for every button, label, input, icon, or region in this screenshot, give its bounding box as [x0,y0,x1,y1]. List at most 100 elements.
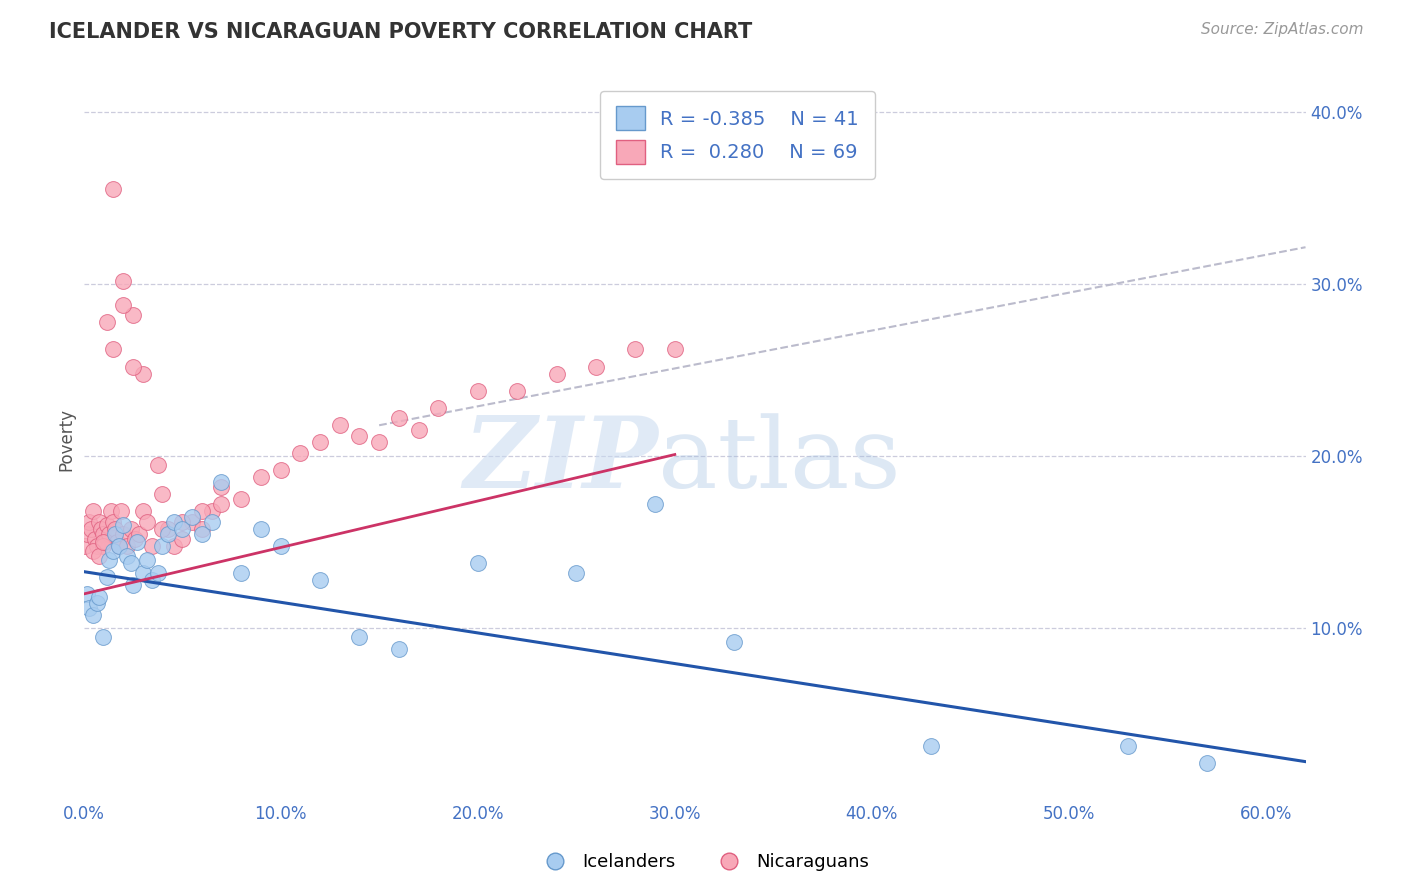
Legend: Icelanders, Nicaraguans: Icelanders, Nicaraguans [530,847,876,879]
Point [121,359,143,374]
Point [467,556,489,570]
Point [80,522,103,536]
Point [105,535,128,549]
Point [111,298,134,312]
Point [585,359,607,374]
Point [467,384,489,398]
Point [121,578,143,592]
Point [91,535,114,549]
Point [82,504,104,518]
Point [624,343,647,357]
Point [110,504,132,518]
Point [664,343,686,357]
Point [82,607,104,622]
Point [644,498,666,512]
Point [108,539,131,553]
Point [89,591,111,605]
Point [170,515,193,529]
Text: Source: ZipAtlas.com: Source: ZipAtlas.com [1201,22,1364,37]
Text: ICELANDER VS NICARAGUAN POVERTY CORRELATION CHART: ICELANDER VS NICARAGUAN POVERTY CORRELAT… [49,22,752,42]
Point [79,515,101,529]
Point [309,435,332,450]
Point [250,522,273,536]
Point [131,504,153,518]
Point [86,539,108,553]
Point [104,526,127,541]
Point [201,515,224,529]
Point [211,498,233,512]
Point [180,515,202,529]
Point [211,475,233,489]
Point [89,549,111,563]
Point [115,549,138,563]
Point [163,515,186,529]
Point [1195,756,1218,770]
Point [309,573,332,587]
Point [201,504,224,518]
Point [75,539,97,553]
Point [121,308,143,322]
Point [427,401,450,415]
Point [270,539,292,553]
Point [506,384,529,398]
Point [89,515,111,529]
Point [191,526,214,541]
Point [148,566,170,581]
Point [98,552,121,566]
Point [94,535,117,549]
Y-axis label: Poverty: Poverty [58,408,75,470]
Point [349,630,371,644]
Point [96,518,118,533]
Point [120,556,142,570]
Point [723,635,745,649]
Point [1116,739,1139,753]
Point [170,522,193,536]
Point [388,642,411,657]
Point [290,446,312,460]
Point [91,630,114,644]
Point [82,544,104,558]
Point [91,539,114,553]
Point [84,532,107,546]
Point [270,463,292,477]
Point [98,526,121,541]
Point [96,570,118,584]
Point [250,470,273,484]
Point [108,539,131,553]
Point [148,458,170,472]
Text: ZIP: ZIP [463,412,658,509]
Point [920,739,942,753]
Point [157,522,180,536]
Point [368,435,391,450]
Point [163,539,186,553]
Point [170,532,193,546]
Point [191,522,214,536]
Point [96,315,118,329]
Point [101,343,124,357]
Point [91,526,114,541]
Point [76,587,98,601]
Point [128,526,150,541]
Point [111,274,134,288]
Point [408,424,430,438]
Point [231,492,253,507]
Point [150,487,173,501]
Point [101,182,124,196]
Point [191,504,214,518]
Point [125,535,148,549]
Point [157,526,180,541]
Point [349,428,371,442]
Point [131,566,153,581]
Point [100,504,122,518]
Point [131,367,153,381]
Point [120,522,142,536]
Point [111,518,134,533]
Legend: R = -0.385    N = 41, R =  0.280    N = 69: R = -0.385 N = 41, R = 0.280 N = 69 [600,91,875,179]
Point [150,539,173,553]
Point [79,600,101,615]
Point [101,515,124,529]
Point [565,566,588,581]
Point [135,552,157,566]
Point [180,509,202,524]
Point [101,544,124,558]
